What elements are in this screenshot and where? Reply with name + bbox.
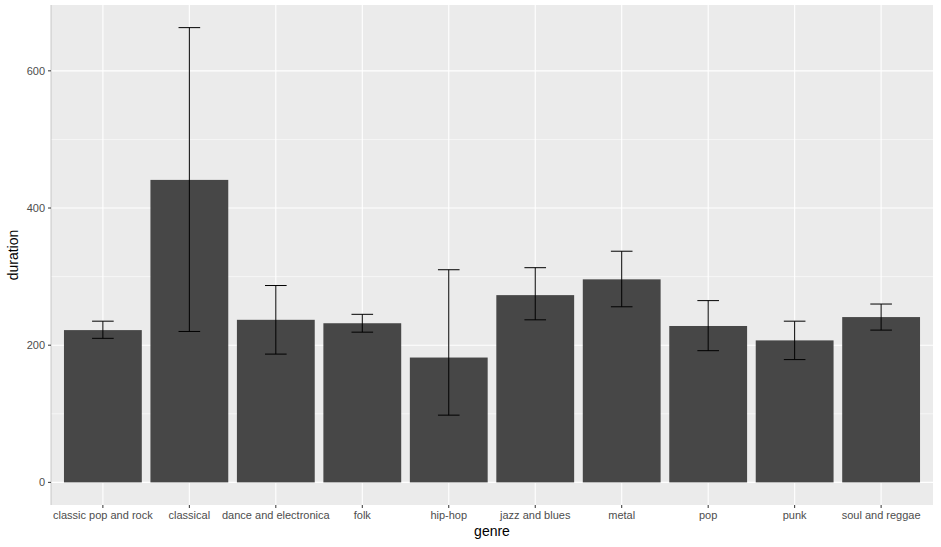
- y-tick-label: 400: [27, 202, 45, 214]
- x-tick-label: folk: [354, 509, 372, 521]
- error-cap-low: [351, 332, 373, 333]
- error-cap-high: [611, 251, 633, 252]
- y-tick-label: 600: [27, 65, 45, 77]
- error-stem: [102, 321, 103, 338]
- y-tick: [48, 345, 51, 346]
- error-stem: [362, 314, 363, 332]
- minor-grid-line: [51, 139, 933, 140]
- y-tick: [48, 70, 51, 71]
- bar: [496, 295, 574, 482]
- error-cap-high: [265, 285, 287, 286]
- x-tick-label: punk: [783, 509, 807, 521]
- error-cap-low: [611, 306, 633, 307]
- bar: [756, 340, 834, 482]
- x-tick-label: dance and electronica: [222, 509, 331, 521]
- error-stem: [189, 28, 190, 332]
- y-tick-label: 0: [39, 476, 45, 488]
- error-cap-low: [697, 350, 719, 351]
- x-tick: [362, 505, 363, 508]
- error-cap-low: [179, 331, 201, 332]
- error-cap-high: [179, 27, 201, 28]
- error-stem: [275, 286, 276, 355]
- error-bar: [265, 286, 287, 355]
- marks: [64, 28, 920, 483]
- error-stem: [881, 304, 882, 330]
- y-axis-line: [51, 5, 52, 505]
- x-tick: [708, 505, 709, 508]
- grid: [51, 5, 933, 505]
- x-axis-title: genre: [474, 523, 510, 539]
- error-cap-high: [870, 304, 892, 305]
- x-tick: [794, 505, 795, 508]
- x-tick-label: pop: [699, 509, 717, 521]
- x-tick: [535, 505, 536, 508]
- error-cap-high: [351, 314, 373, 315]
- chart-container: 0 200 400 600 classic pop and rock classical d…: [0, 0, 941, 547]
- chart-svg: 0 200 400 600 classic pop and rock classical d…: [0, 0, 941, 547]
- error-bar: [870, 304, 892, 330]
- x-tick-label: classical: [169, 509, 211, 521]
- y-tick-label: 200: [27, 339, 45, 351]
- error-cap-low: [524, 319, 546, 320]
- y-axis: 0 200 400 600: [27, 65, 51, 489]
- error-cap-low: [92, 338, 114, 339]
- x-tick-label: jazz and blues: [499, 509, 571, 521]
- y-tick: [48, 208, 51, 209]
- error-cap-low: [870, 330, 892, 331]
- error-cap-high: [92, 321, 114, 322]
- error-cap-high: [438, 269, 460, 270]
- error-stem: [708, 301, 709, 351]
- y-tick: [48, 482, 51, 483]
- x-tick: [189, 505, 190, 508]
- error-cap-low: [784, 359, 806, 360]
- x-tick-label: soul and reggae: [842, 509, 921, 521]
- x-tick-label: metal: [608, 509, 635, 521]
- x-tick: [448, 505, 449, 508]
- error-stem: [621, 251, 622, 307]
- error-bar: [351, 314, 373, 332]
- error-cap-high: [697, 300, 719, 301]
- error-stem: [794, 321, 795, 359]
- error-bar: [524, 268, 546, 320]
- bar: [842, 317, 920, 482]
- error-stem: [448, 270, 449, 415]
- bar: [583, 279, 661, 482]
- x-tick: [102, 505, 103, 508]
- x-tick: [881, 505, 882, 508]
- error-bar: [697, 301, 719, 351]
- x-tick: [621, 505, 622, 508]
- error-cap-low: [265, 354, 287, 355]
- error-bar: [92, 321, 114, 338]
- bar: [64, 330, 142, 482]
- error-bar: [611, 251, 633, 307]
- panel: [51, 5, 933, 505]
- error-bar: [438, 270, 460, 415]
- error-stem: [535, 268, 536, 320]
- error-bar: [784, 321, 806, 359]
- error-cap-high: [784, 321, 806, 322]
- x-tick: [275, 505, 276, 508]
- x-tick-label: hip-hop: [430, 509, 467, 521]
- error-cap-low: [438, 415, 460, 416]
- y-axis-title: duration: [5, 230, 21, 281]
- grid-line: [51, 70, 933, 71]
- bar: [323, 323, 401, 482]
- error-bar: [179, 28, 201, 332]
- error-cap-high: [524, 267, 546, 268]
- x-tick-label: classic pop and rock: [53, 509, 153, 521]
- x-axis: classic pop and rock classical dance and e…: [53, 505, 921, 521]
